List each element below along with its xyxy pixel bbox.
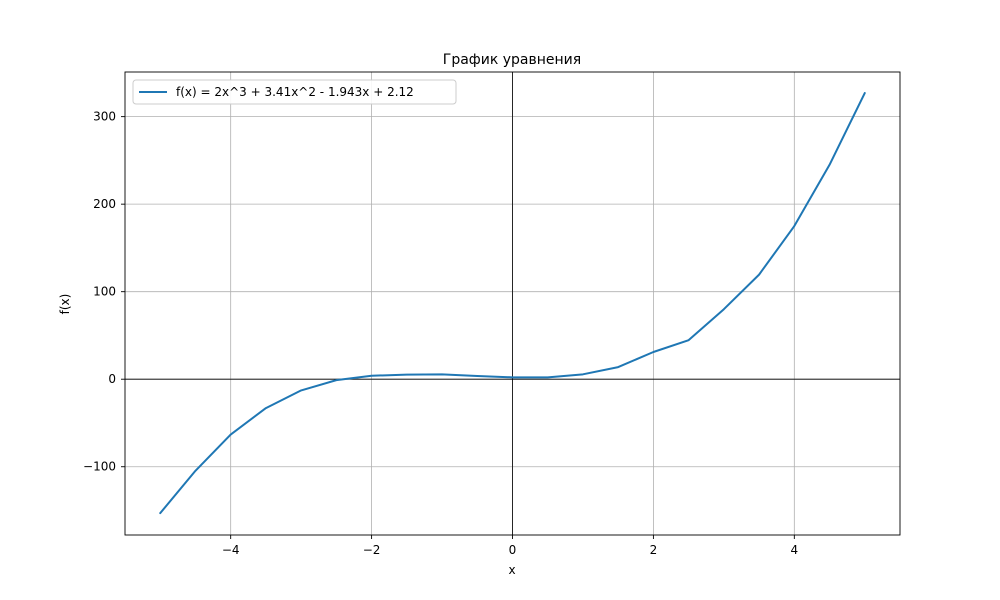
- legend: f(x) = 2x^3 + 3.41x^2 - 1.943x + 2.12: [132, 79, 457, 105]
- x-tick-label: 4: [790, 543, 798, 557]
- series-line-0: [159, 92, 866, 515]
- legend-box: [132, 79, 457, 105]
- y-axis-title: f(x): [58, 294, 72, 315]
- y-tick-label: 200: [93, 197, 116, 211]
- x-tick-label: 0: [509, 543, 517, 557]
- x-tick-label: −4: [222, 543, 240, 557]
- y-tick-label: 0: [108, 372, 116, 386]
- x-tick-label: −2: [363, 543, 381, 557]
- chart-title: График уравнения: [443, 52, 581, 68]
- plot-area: −4 −2 0 2 4 −100 0 100 200 300 f(x) = 2x^3 + 3.41x…: [83, 71, 901, 557]
- y-tick-label: 300: [93, 110, 116, 124]
- legend-label: f(x) = 2x^3 + 3.41x^2 - 1.943x + 2.12: [176, 85, 414, 99]
- y-tick-label: 100: [93, 285, 116, 299]
- y-tick-label: −100: [83, 460, 116, 474]
- x-tick-label: 2: [650, 543, 658, 557]
- x-axis-title: x: [508, 563, 515, 577]
